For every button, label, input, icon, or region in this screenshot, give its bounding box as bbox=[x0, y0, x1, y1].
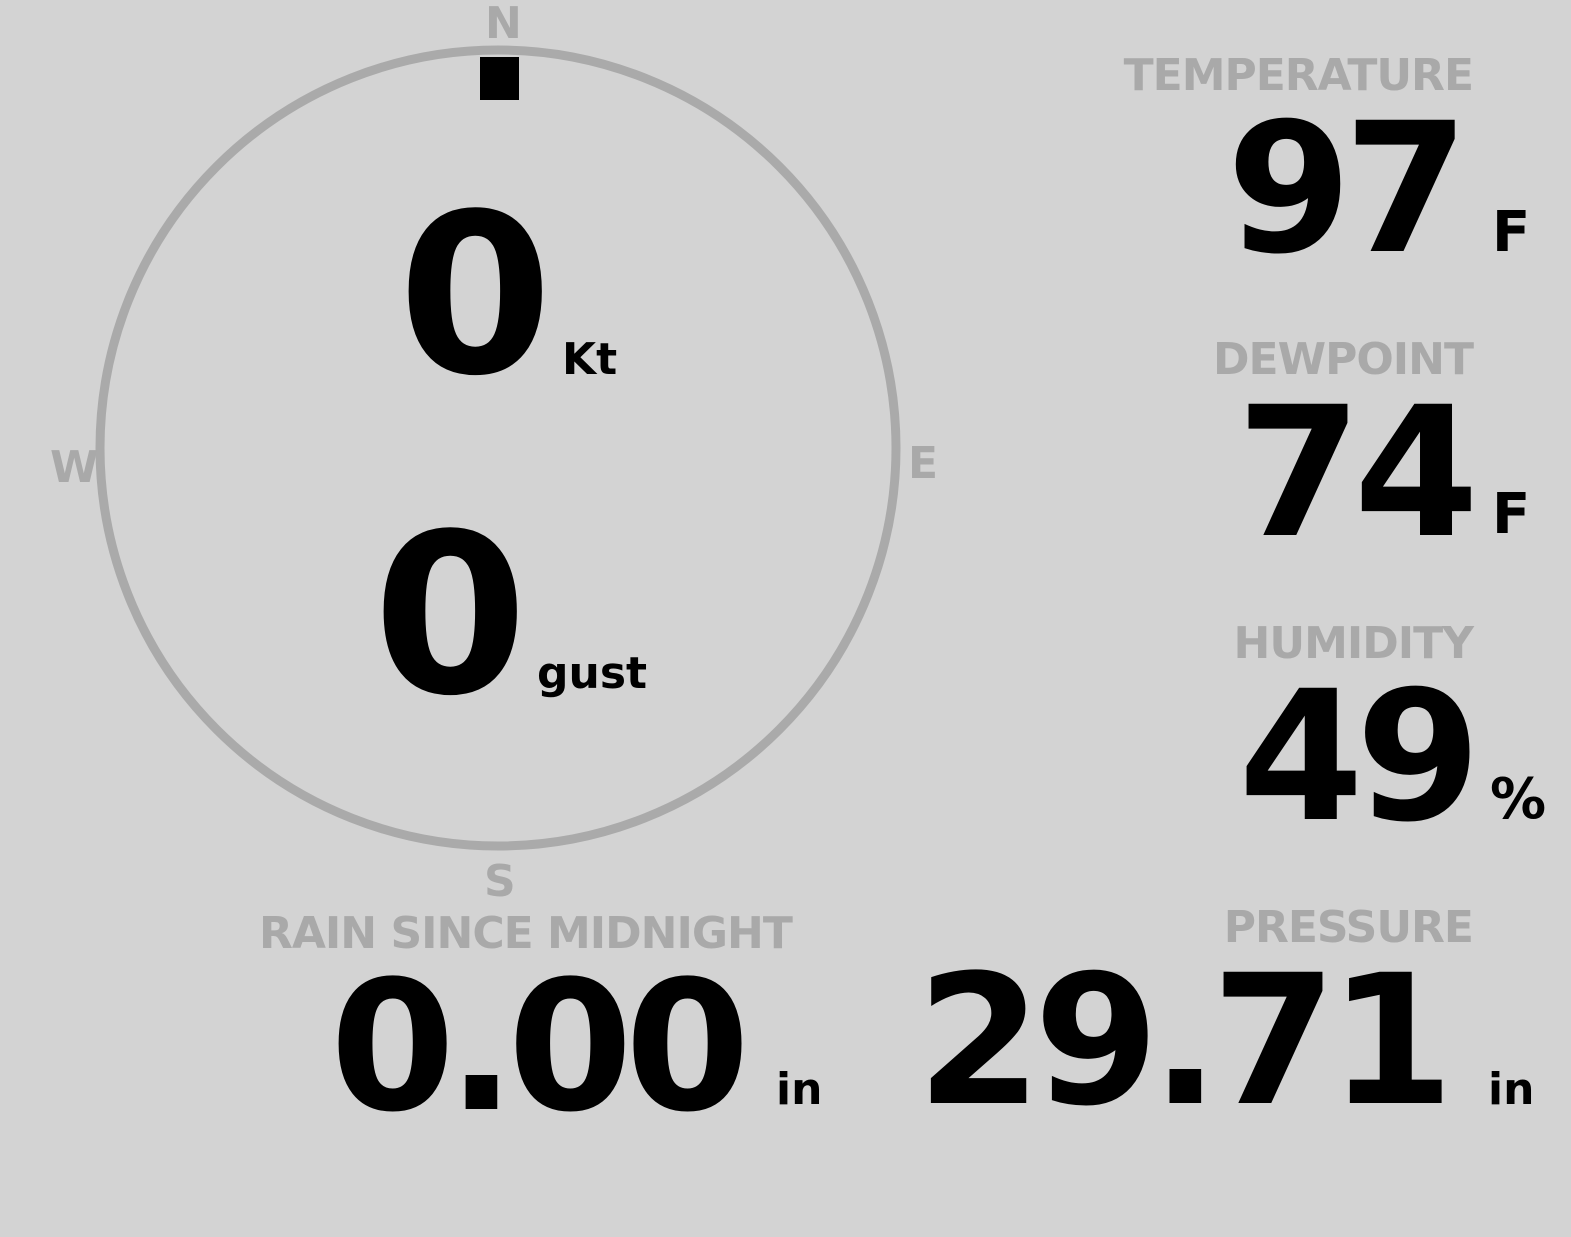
pressure-label: PRESSURE bbox=[1223, 902, 1474, 953]
wind-direction-marker bbox=[480, 57, 519, 100]
dewpoint-value: 74 bbox=[1236, 369, 1479, 578]
gust-value: 0 bbox=[373, 487, 527, 745]
rain-label: RAIN SINCE MIDNIGHT bbox=[259, 908, 793, 959]
compass-south-label: S bbox=[484, 856, 516, 907]
pressure-value: 29.71 bbox=[916, 937, 1454, 1146]
gust-unit: gust bbox=[537, 648, 648, 699]
temperature-label: TEMPERATURE bbox=[1123, 50, 1474, 101]
dewpoint-unit: F bbox=[1492, 482, 1531, 547]
temperature-value: 97 bbox=[1226, 85, 1469, 294]
dewpoint-label: DEWPOINT bbox=[1213, 334, 1474, 385]
rain-unit: in bbox=[776, 1064, 823, 1115]
humidity-value: 49 bbox=[1238, 653, 1481, 862]
wind-speed-value: 0 bbox=[398, 167, 552, 425]
humidity-label: HUMIDITY bbox=[1233, 618, 1474, 669]
compass-north-label: N bbox=[485, 0, 522, 49]
compass-ring bbox=[95, 45, 901, 851]
temperature-unit: F bbox=[1492, 200, 1531, 265]
rain-value: 0.00 bbox=[330, 943, 750, 1152]
humidity-unit: % bbox=[1490, 767, 1547, 832]
wind-speed-unit: Kt bbox=[562, 334, 618, 385]
compass-west-label: W bbox=[50, 442, 99, 493]
compass-east-label: E bbox=[908, 438, 938, 489]
pressure-unit: in bbox=[1488, 1064, 1535, 1115]
